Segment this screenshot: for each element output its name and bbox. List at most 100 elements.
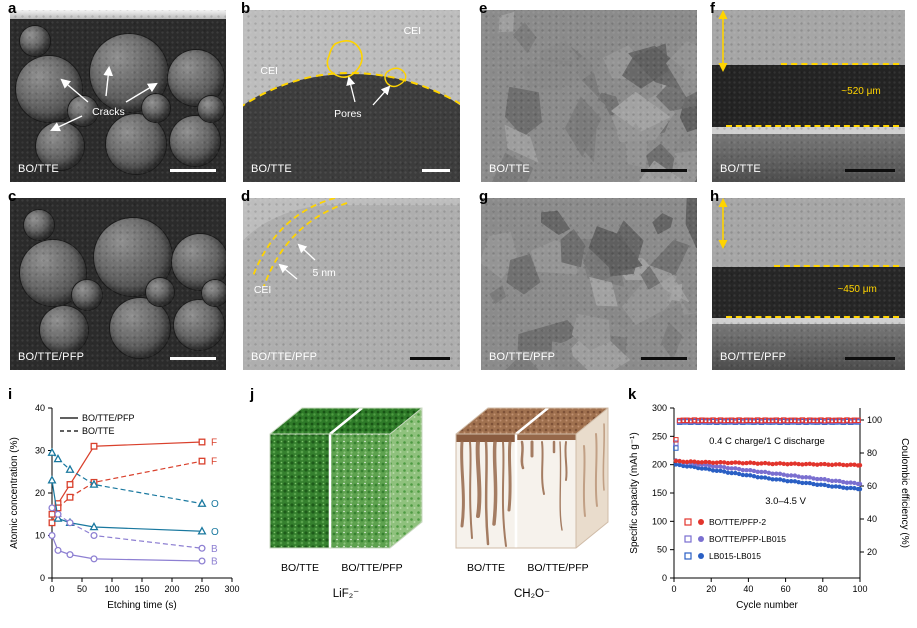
svg-text:100: 100 — [867, 415, 882, 425]
sem-grain — [487, 283, 509, 307]
thickness-dashed-top — [781, 63, 900, 65]
sample-label: BO/TTE — [720, 163, 761, 175]
series-BO/TTE/PFP-2 — [673, 417, 863, 468]
svg-text:300: 300 — [224, 584, 239, 594]
svg-text:80: 80 — [818, 584, 828, 594]
svg-text:0: 0 — [671, 584, 676, 594]
sample-label: BO/TTE/PFP — [720, 351, 787, 363]
panel-letter-h: h — [710, 188, 720, 205]
stage-region — [712, 324, 905, 370]
series-BO/TTE/PFP-LB015 — [673, 418, 863, 487]
svg-text:250: 250 — [194, 584, 209, 594]
panel-a-sem-cross-section: Cracks BO/TTE — [10, 10, 226, 182]
species-label-ch2o: CH₂O⁻ — [513, 588, 551, 600]
panel-e-sem-surface: BO/TTE — [481, 10, 697, 182]
sem-grain — [648, 210, 676, 239]
sample-label: BO/TTE — [489, 163, 530, 175]
ch2o-3d-render — [455, 407, 609, 549]
panel-b-tem-cei: CEI CEI Pores BO/TTE — [243, 10, 460, 182]
sem-particle — [170, 116, 220, 166]
cycling-performance-chart: 0 20 40 60 80 100 0 50 100 150 200 250 300 20 40 60 80 10… — [629, 403, 910, 611]
svg-text:O: O — [211, 527, 219, 538]
panel-f-cross-section: ~520 μm BO/TTE — [712, 10, 905, 182]
scale-bar — [170, 356, 216, 360]
particle-region — [243, 204, 460, 370]
svg-text:B: B — [211, 557, 218, 568]
series-O-tte: O — [47, 447, 219, 510]
electrode-band — [712, 267, 905, 318]
sem-particle — [174, 300, 224, 350]
svg-text:LB015-LB015: LB015-LB015 — [709, 551, 761, 561]
sem-grain — [512, 22, 536, 54]
thickness-label: ~450 μm — [837, 284, 877, 295]
cube-right-sample-label: BO/TTE/PFP — [527, 562, 589, 574]
thickness-arrow — [718, 198, 728, 249]
cei-thickness-label: 5 nm — [312, 266, 336, 279]
cube-right-sample-label: BO/TTE/PFP — [341, 562, 403, 574]
species-label-lif2: LiF₂⁻ — [332, 588, 360, 600]
sem-particle — [106, 114, 166, 174]
sem-particle — [198, 96, 224, 122]
svg-text:50: 50 — [657, 545, 667, 555]
svg-text:20: 20 — [867, 547, 877, 557]
svg-text:O: O — [211, 499, 219, 510]
annotations: 0.4 C charge/1 C discharge 3.0–4.5 V — [709, 436, 825, 507]
sample-label: BO/TTE — [18, 163, 59, 175]
series-LB015-LB015 — [673, 418, 863, 492]
cube-left-sample-label: BO/TTE — [467, 562, 505, 574]
svg-text:0: 0 — [49, 584, 54, 594]
svg-text:60: 60 — [781, 584, 791, 594]
crack-arrows-overlay — [50, 65, 158, 132]
svg-text:50: 50 — [77, 584, 87, 594]
svg-text:300: 300 — [652, 403, 667, 413]
svg-text:40: 40 — [35, 403, 45, 413]
stage-region — [712, 134, 905, 182]
lif2-3d-render — [269, 407, 423, 549]
panel-letter-i: i — [8, 386, 13, 403]
panel-h-cross-section: ~450 μm BO/TTE/PFP — [712, 198, 905, 370]
svg-text:100: 100 — [852, 584, 867, 594]
thickness-dashed-bottom — [725, 316, 900, 318]
svg-text:0: 0 — [40, 573, 45, 583]
series-F-pfp: F — [48, 438, 217, 518]
sem-grain — [678, 198, 697, 249]
sem-grain — [559, 228, 586, 267]
panel-g-sem-surface: BO/TTE/PFP — [481, 198, 697, 370]
panel-letter-d: d — [241, 188, 251, 205]
thickness-label: ~520 μm — [841, 85, 881, 97]
sample-label: BO/TTE/PFP — [489, 351, 556, 363]
thickness-dashed-top — [773, 265, 900, 267]
panel-letter-k: k — [628, 386, 637, 403]
svg-text:200: 200 — [164, 584, 179, 594]
svg-text:40: 40 — [743, 584, 753, 594]
particle-dark-region — [243, 73, 460, 182]
sample-label: BO/TTE/PFP — [18, 351, 85, 363]
svg-text:Cycle number: Cycle number — [736, 600, 798, 611]
scale-bar — [641, 356, 687, 360]
sample-label: BO/TTE — [251, 163, 292, 175]
cei-label-right: CEI — [403, 25, 422, 38]
legend: BO/TTE/PFP-2 BO/TTE/PFP-LB015 LB015-LB015 — [684, 517, 786, 561]
pores-label: Pores — [334, 108, 362, 121]
svg-text:60: 60 — [867, 481, 877, 491]
svg-text:0.4 C charge/1 C discharge: 0.4 C charge/1 C discharge — [709, 436, 825, 447]
sem-particle — [24, 210, 54, 240]
svg-text:3.0–4.5 V: 3.0–4.5 V — [765, 496, 806, 507]
scale-bar — [410, 356, 450, 360]
panel-letter-c: c — [8, 188, 17, 205]
background-region — [712, 198, 905, 267]
sem-particle — [20, 26, 50, 56]
sem-particle — [40, 306, 88, 354]
panel-letter-f: f — [710, 0, 715, 17]
legend: BO/TTE/PFP BO/TTE — [60, 413, 135, 436]
scale-bar — [845, 168, 895, 172]
svg-text:BO/TTE/PFP-LB015: BO/TTE/PFP-LB015 — [709, 534, 786, 544]
svg-text:100: 100 — [104, 584, 119, 594]
thickness-arrow — [718, 10, 728, 72]
svg-text:BO/TTE/PFP: BO/TTE/PFP — [82, 413, 135, 423]
svg-text:40: 40 — [867, 514, 877, 524]
cracks-annotation: Cracks — [92, 106, 125, 119]
sem-particle — [146, 278, 174, 306]
svg-text:Atomic concentration (%): Atomic concentration (%) — [9, 437, 20, 549]
